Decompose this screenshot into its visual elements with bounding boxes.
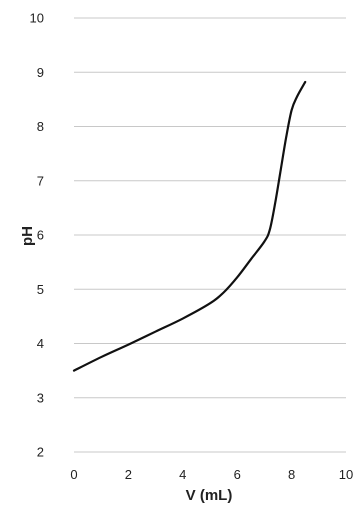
y-axis-title: pH [19, 226, 36, 246]
y-tick-label-3: 3 [37, 390, 44, 405]
x-tick-label-6: 6 [234, 467, 241, 482]
y-tick-label-9: 9 [37, 65, 44, 80]
x-axis-title: V (mL) [186, 487, 233, 504]
x-tick-label-2: 2 [125, 467, 132, 482]
x-tick-label-0: 0 [70, 467, 77, 482]
y-tick-label-7: 7 [37, 173, 44, 188]
y-tick-labels: 2 3 4 5 6 7 8 9 10 [30, 11, 44, 460]
y-tick-label-10: 10 [30, 11, 44, 26]
series-line-0 [72, 80, 307, 372]
y-tick-label-8: 8 [37, 119, 44, 134]
series-layer [72, 80, 307, 372]
x-tick-labels: 0 2 4 6 8 10 [70, 467, 353, 482]
x-tick-label-4: 4 [179, 467, 186, 482]
x-tick-label-10: 10 [339, 467, 353, 482]
y-tick-label-4: 4 [37, 336, 44, 351]
y-tick-label-5: 5 [37, 282, 44, 297]
gridlines [74, 17, 346, 453]
x-tick-label-8: 8 [288, 467, 295, 482]
y-tick-label-6: 6 [37, 228, 44, 243]
y-tick-label-2: 2 [37, 445, 44, 460]
